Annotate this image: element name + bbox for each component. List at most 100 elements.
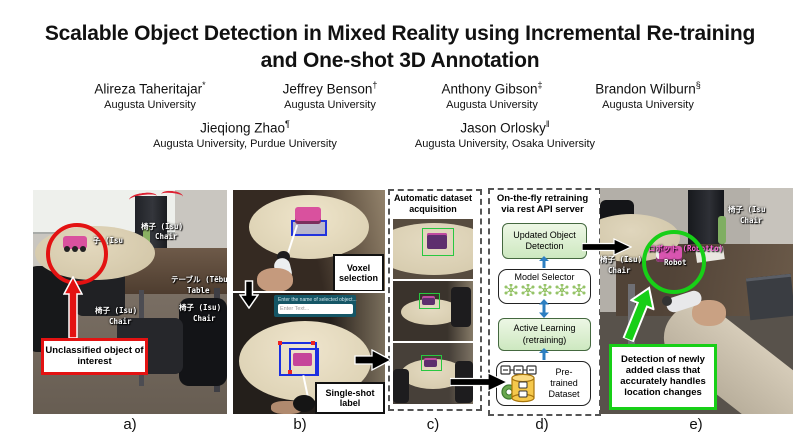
ar-label-chair-en: Chair (155, 232, 178, 241)
model-icons-row (504, 284, 586, 297)
flow-box-updated-object-detection: Updated Object Detection (502, 223, 587, 259)
green-bbox (422, 228, 454, 256)
voxel-cube-wireframe (289, 348, 319, 376)
title-line-2: and One-shot 3D Annotation (260, 49, 540, 73)
callout-new-class-detection: Detection of newly added class that accu… (609, 344, 717, 410)
author-name: Anthony Gibson (441, 81, 538, 97)
flow-box-label: Pre-trained Dataset (548, 367, 580, 399)
ar-label-chair-jp: 椅子 (Isu) (95, 306, 138, 315)
dataset-photo-2 (393, 281, 473, 341)
arrow-right-d-to-e-icon (582, 238, 632, 256)
panel-d-title: On-the-fly retraining via rest API serve… (496, 193, 589, 216)
bottle (143, 226, 150, 250)
author-name: Jeffrey Benson (282, 81, 373, 97)
arrow-up-icon (539, 348, 549, 360)
ar-label-chair-en: Chair (109, 317, 132, 326)
round-table (393, 223, 473, 275)
author-affiliation: Augusta University (602, 98, 694, 111)
caption-single-shot-label: Single-shot label (315, 382, 385, 414)
author-name: Brandon Wilburn (595, 81, 696, 97)
author-name: Alireza Taheritajar (94, 81, 203, 97)
model-network-icon (521, 284, 534, 297)
ar-label-table-jp: テーブル (Tēbu (171, 275, 227, 284)
ar-label-chair-en: Chair (740, 216, 763, 225)
office-chair (179, 298, 227, 386)
author-sup: † (372, 80, 378, 90)
panel-label-d: d) (535, 416, 549, 433)
author-sup: ¶ (284, 119, 290, 129)
callout-unclassified-object: Unclassified object of interest (41, 338, 148, 375)
author-name: Jason Orlosky (460, 120, 546, 136)
green-arrow-up-icon (622, 286, 655, 344)
model-network-icon (555, 284, 568, 297)
panel-label-a: a) (123, 416, 137, 433)
author-sup: * (202, 80, 206, 90)
author-affiliation: Augusta University (446, 98, 538, 111)
database-icon (500, 365, 537, 403)
hand (257, 268, 293, 291)
office-chair (451, 287, 471, 327)
author-sup: ‡ (537, 80, 543, 90)
author-sup: ‖ (545, 119, 550, 129)
round-table (249, 195, 369, 259)
panel-c-dataset-acquisition: Automatic dataset acquisition (388, 189, 482, 411)
robot-toy (427, 233, 447, 249)
ar-label-chair-partial: 子 (Isu (93, 236, 124, 245)
arrow-down-icon (239, 280, 259, 309)
ar-label-chair-jp: 椅子 (Isu) (179, 303, 222, 312)
panel-d-retraining-flow: On-the-fly retraining via rest API serve… (488, 188, 601, 416)
author-1: Alireza Taheritajar* Augusta University (65, 80, 235, 111)
flow-box-model-selector: Model Selector (498, 269, 591, 304)
flow-box-active-learning: Active Learning (retraining) (498, 318, 591, 351)
author-2: Jeffrey Benson† Augusta University (245, 80, 415, 111)
ar-label-chair-jp: 椅子 (Isu) (141, 222, 184, 231)
robot-toy (422, 296, 435, 305)
author-6: Jason Orlosky‖ Augusta University, Osaka… (375, 119, 635, 150)
ar-label-table-en: Table (187, 286, 210, 295)
ar-label-chair-en: Chair (608, 266, 631, 275)
panel-label-e: e) (689, 416, 703, 433)
name-entry-dialog: Enter the name of selected object... Ent… (274, 295, 357, 317)
panel-b-voxel-photo: Voxel selection (233, 190, 385, 291)
panel-e-detection-photo: ロボット (Robotto) Robot 椅子 (Isu) Chair 椅子 (… (600, 188, 793, 414)
cube-corner-marker (288, 370, 292, 374)
bottle (718, 216, 726, 244)
dialog-text-input: Enter Text... (278, 304, 353, 314)
vr-controller (277, 251, 290, 262)
red-arrow-up-icon (63, 276, 83, 338)
author-affiliation: Augusta University (104, 98, 196, 111)
arrow-right-c-to-d-icon (450, 372, 508, 392)
arrow-up-icon (539, 256, 549, 268)
green-circle-annotation (642, 230, 706, 294)
ar-label-chair-jp: 椅子 (Isu (728, 205, 766, 214)
robot-toy (424, 358, 437, 367)
title-line-1: Scalable Object Detection in Mixed Reali… (44, 22, 756, 46)
green-bbox (419, 293, 440, 309)
model-network-icon (504, 284, 517, 297)
office-chair (393, 369, 409, 403)
paper-title: Scalable Object Detection in Mixed Reali… (0, 20, 800, 75)
panel-c-title: Automatic dataset acquisition (393, 193, 473, 214)
model-network-icon (572, 284, 585, 297)
vr-controller (293, 395, 315, 412)
dataset-photo-1 (393, 219, 473, 279)
ar-label-chair-en: Chair (193, 314, 216, 323)
laptop (745, 273, 793, 321)
author-affiliation: Augusta University (284, 98, 376, 111)
author-name: Jieqiong Zhao (200, 120, 285, 136)
author-3: Anthony Gibson‡ Augusta University (407, 80, 577, 111)
author-5: Jieqiong Zhao¶ Augusta University, Purdu… (115, 119, 375, 150)
author-affiliation: Augusta University, Purdue University (153, 137, 337, 150)
panel-label-c: c) (426, 416, 440, 433)
author-sup: § (695, 80, 701, 90)
panel-a-scene-photo: 椅子 (Isu) Chair 子 (Isu テーブル (Tēbu Table 椅… (33, 190, 227, 414)
cube-corner-marker (311, 341, 315, 345)
panel-label-b: b) (293, 416, 307, 433)
author-4: Brandon Wilburn§ Augusta University (563, 80, 733, 111)
robot-toy (293, 353, 312, 366)
author-affiliation: Augusta University, Osaka University (414, 137, 596, 150)
ar-label-chair-jp: 椅子 (Isu) (600, 255, 643, 264)
caption-voxel-selection: Voxel selection (333, 254, 384, 291)
dialog-title: Enter the name of selected object... (278, 297, 357, 303)
